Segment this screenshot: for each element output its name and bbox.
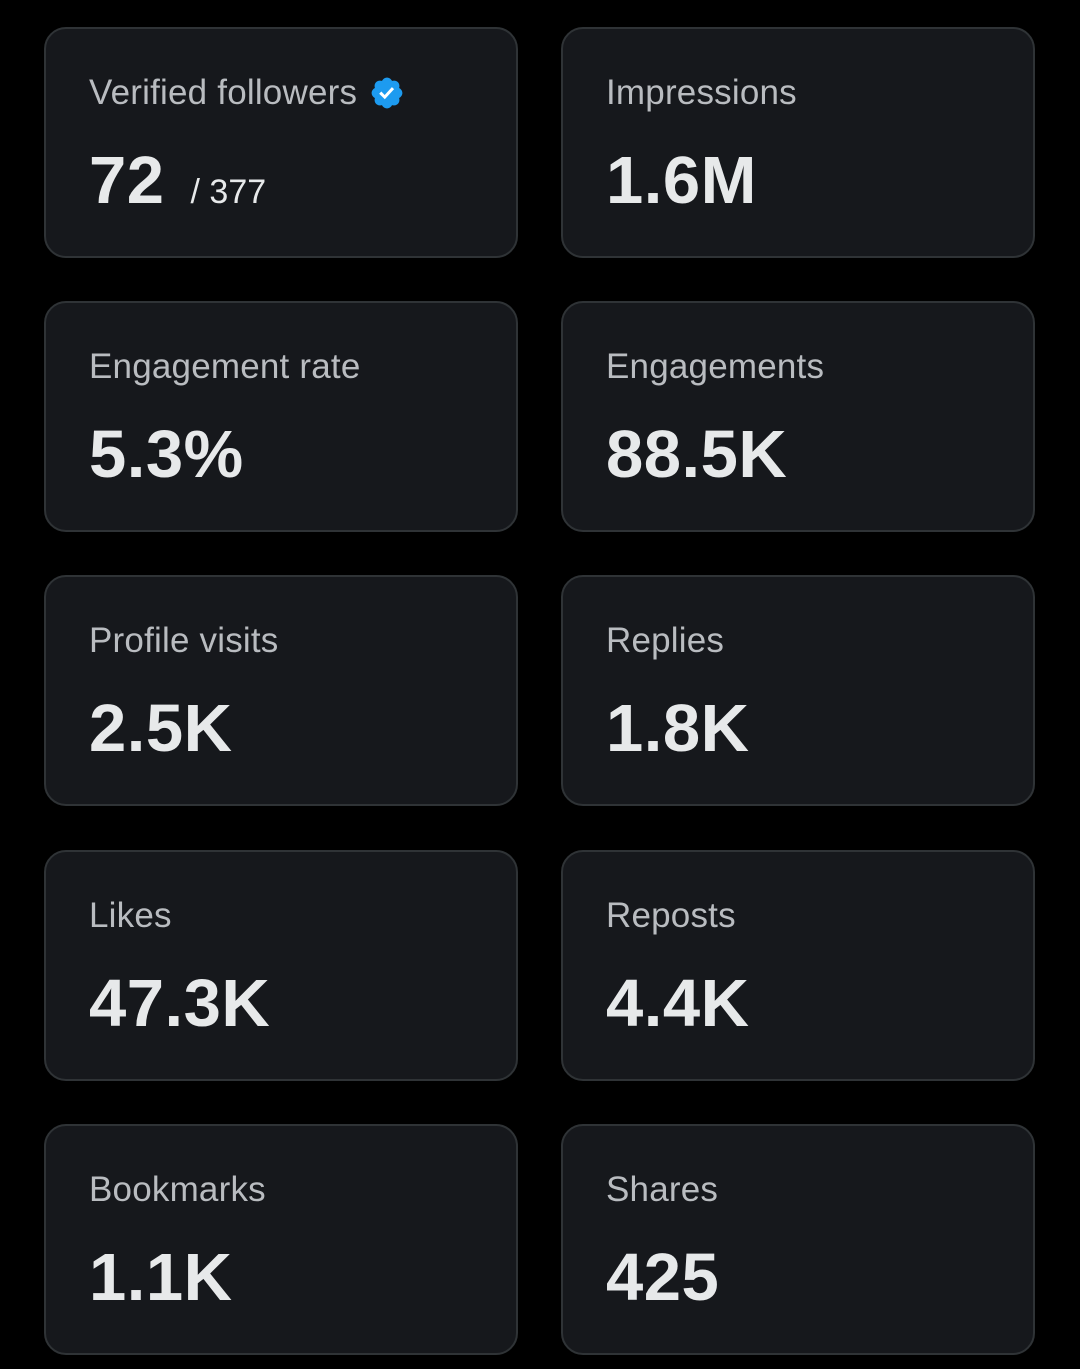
metric-value-row: 425 — [606, 1244, 719, 1311]
metric-label: Profile visits — [89, 621, 279, 660]
metric-value-row: 2.5K — [89, 695, 233, 762]
metric-label-row: Shares — [606, 1168, 718, 1212]
metric-value: 88.5K — [606, 417, 788, 492]
metric-label-row: Likes — [89, 894, 172, 938]
metric-total-value: / 377 — [190, 173, 267, 211]
metric-value-row: 47.3K — [89, 970, 270, 1037]
metric-value: 4.4K — [606, 966, 750, 1041]
metric-label: Impressions — [606, 73, 797, 112]
metric-card-engagement-rate[interactable]: Engagement rate 5.3% — [44, 301, 518, 532]
metric-label: Engagement rate — [89, 347, 361, 386]
metric-label: Replies — [606, 621, 725, 660]
metric-label-row: Engagement rate — [89, 345, 361, 389]
metric-value-row: 1.6M — [606, 147, 757, 214]
metric-value: 72 — [89, 143, 165, 218]
metric-card-profile-visits[interactable]: Profile visits 2.5K — [44, 575, 518, 806]
metric-card-shares[interactable]: Shares 425 — [561, 1124, 1035, 1355]
metric-value-row: 1.1K — [89, 1244, 233, 1311]
metric-value-row: 4.4K — [606, 970, 750, 1037]
metric-value: 1.6M — [606, 143, 757, 218]
metric-card-bookmarks[interactable]: Bookmarks 1.1K — [44, 1124, 518, 1355]
metric-value-row: 1.8K — [606, 695, 750, 762]
metric-label-row: Bookmarks — [89, 1168, 266, 1212]
metric-value: 425 — [606, 1240, 720, 1315]
metric-card-likes[interactable]: Likes 47.3K — [44, 850, 518, 1081]
metric-value: 5.3% — [89, 417, 244, 492]
metric-card-engagements[interactable]: Engagements 88.5K — [561, 301, 1035, 532]
metric-card-verified-followers[interactable]: Verified followers 72 / 377 — [44, 27, 518, 258]
metric-value: 47.3K — [89, 966, 271, 1041]
metric-label-row: Engagements — [606, 345, 824, 389]
metric-label-row: Impressions — [606, 71, 797, 115]
metric-label-row: Replies — [606, 619, 724, 663]
metric-label: Verified followers — [89, 73, 358, 112]
metric-label: Shares — [606, 1170, 719, 1209]
metric-label: Engagements — [606, 347, 825, 386]
metric-card-replies[interactable]: Replies 1.8K — [561, 575, 1035, 806]
metric-label-row: Profile visits — [89, 619, 279, 663]
metric-label: Reposts — [606, 896, 736, 935]
metric-label: Likes — [89, 896, 172, 935]
metric-value-row: 88.5K — [606, 421, 787, 488]
metric-card-impressions[interactable]: Impressions 1.6M — [561, 27, 1035, 258]
metric-value-row: 72 / 377 — [89, 147, 266, 214]
verified-badge-icon — [369, 75, 405, 111]
metric-value: 2.5K — [89, 691, 233, 766]
metric-card-reposts[interactable]: Reposts 4.4K — [561, 850, 1035, 1081]
metric-label-row: Verified followers — [89, 71, 405, 115]
metric-value-row: 5.3% — [89, 421, 244, 488]
metric-label-row: Reposts — [606, 894, 736, 938]
metric-label: Bookmarks — [89, 1170, 266, 1209]
metric-value: 1.1K — [89, 1240, 233, 1315]
metric-value: 1.8K — [606, 691, 750, 766]
